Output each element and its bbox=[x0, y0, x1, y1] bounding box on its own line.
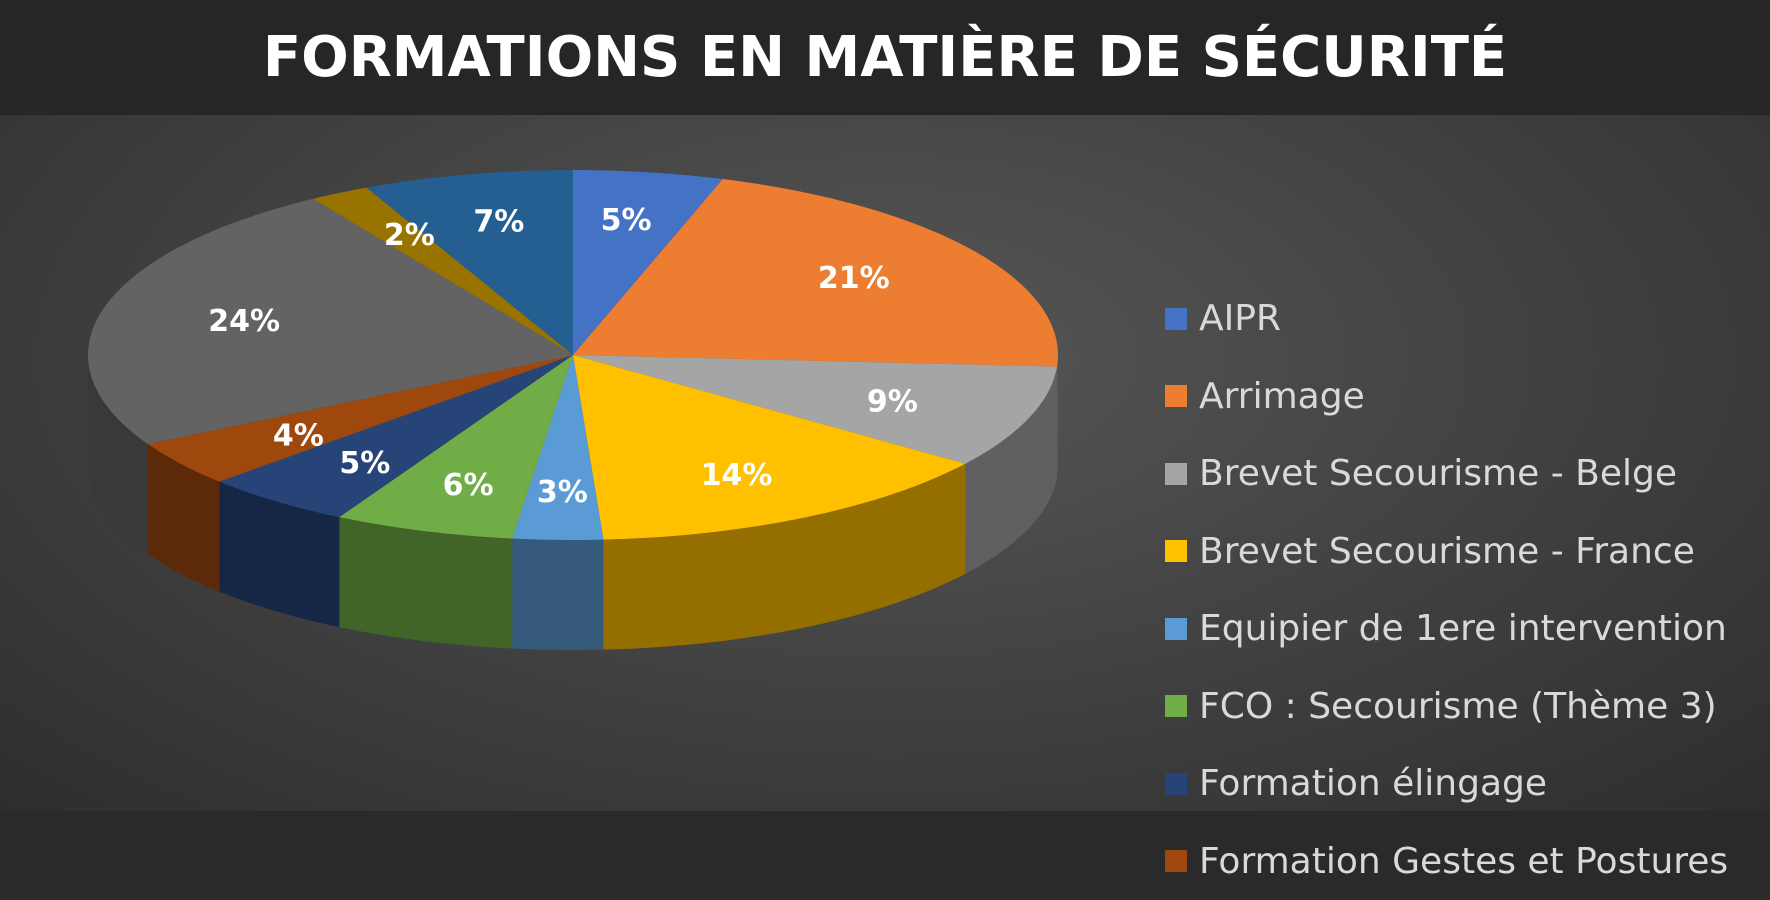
legend-item: FCO : Secourisme (Thème 3) bbox=[1165, 668, 1765, 746]
legend-label: Formation Gestes et Postures bbox=[1199, 841, 1728, 882]
pie-data-label-0: 5% bbox=[601, 203, 652, 238]
pie-slice-side-1 bbox=[1057, 355, 1058, 477]
legend-item: AIPR bbox=[1165, 280, 1765, 358]
legend-swatch bbox=[1165, 850, 1187, 872]
legend-swatch bbox=[1165, 463, 1187, 485]
chart-title: FORMATIONS EN MATIÈRE DE SÉCURITÉ bbox=[263, 25, 1507, 90]
legend-item: Equipier de 1ere intervention bbox=[1165, 590, 1765, 668]
pie-data-label-10: 7% bbox=[473, 204, 524, 239]
chart-panel: 5% 21% 9% 14% 3% 6% 5% 4% 24% 2% 7% AIPR Arrimage Br… bbox=[0, 115, 1770, 811]
legend-swatch bbox=[1165, 773, 1187, 795]
pie-data-label-2: 9% bbox=[867, 384, 918, 419]
legend-swatch bbox=[1165, 540, 1187, 562]
pie-slice-side-4 bbox=[512, 539, 603, 650]
legend-swatch bbox=[1165, 308, 1187, 330]
chart-header: FORMATIONS EN MATIÈRE DE SÉCURITÉ bbox=[0, 0, 1770, 115]
pie-data-label-4: 3% bbox=[537, 475, 588, 510]
pie-data-label-7: 4% bbox=[273, 419, 324, 454]
pie-data-label-9: 2% bbox=[384, 218, 435, 253]
pie-data-label-3: 14% bbox=[701, 458, 773, 493]
legend-item: Brevet Secourisme - Belge bbox=[1165, 435, 1765, 513]
legend-label: AIPR bbox=[1199, 298, 1281, 339]
legend-swatch bbox=[1165, 385, 1187, 407]
legend-item: Brevet Secourisme - France bbox=[1165, 513, 1765, 591]
legend-item: Formation Gestes et Postures bbox=[1165, 823, 1765, 900]
pie-data-label-5: 6% bbox=[443, 468, 494, 503]
chart-legend: AIPR Arrimage Brevet Secourisme - Belge Bre… bbox=[1165, 280, 1765, 900]
pie-data-label-1: 21% bbox=[818, 261, 890, 296]
legend-label: Brevet Secourisme - France bbox=[1199, 531, 1695, 572]
legend-label: Equipier de 1ere intervention bbox=[1199, 608, 1727, 649]
legend-item: Arrimage bbox=[1165, 358, 1765, 436]
legend-label: FCO : Secourisme (Thème 3) bbox=[1199, 686, 1717, 727]
pie-data-label-6: 5% bbox=[339, 446, 390, 481]
pie-data-label-8: 24% bbox=[208, 304, 280, 339]
legend-label: Formation élingage bbox=[1199, 763, 1547, 804]
legend-swatch bbox=[1165, 618, 1187, 640]
legend-label: Arrimage bbox=[1199, 376, 1365, 417]
legend-label: Brevet Secourisme - Belge bbox=[1199, 453, 1677, 494]
legend-swatch bbox=[1165, 695, 1187, 717]
